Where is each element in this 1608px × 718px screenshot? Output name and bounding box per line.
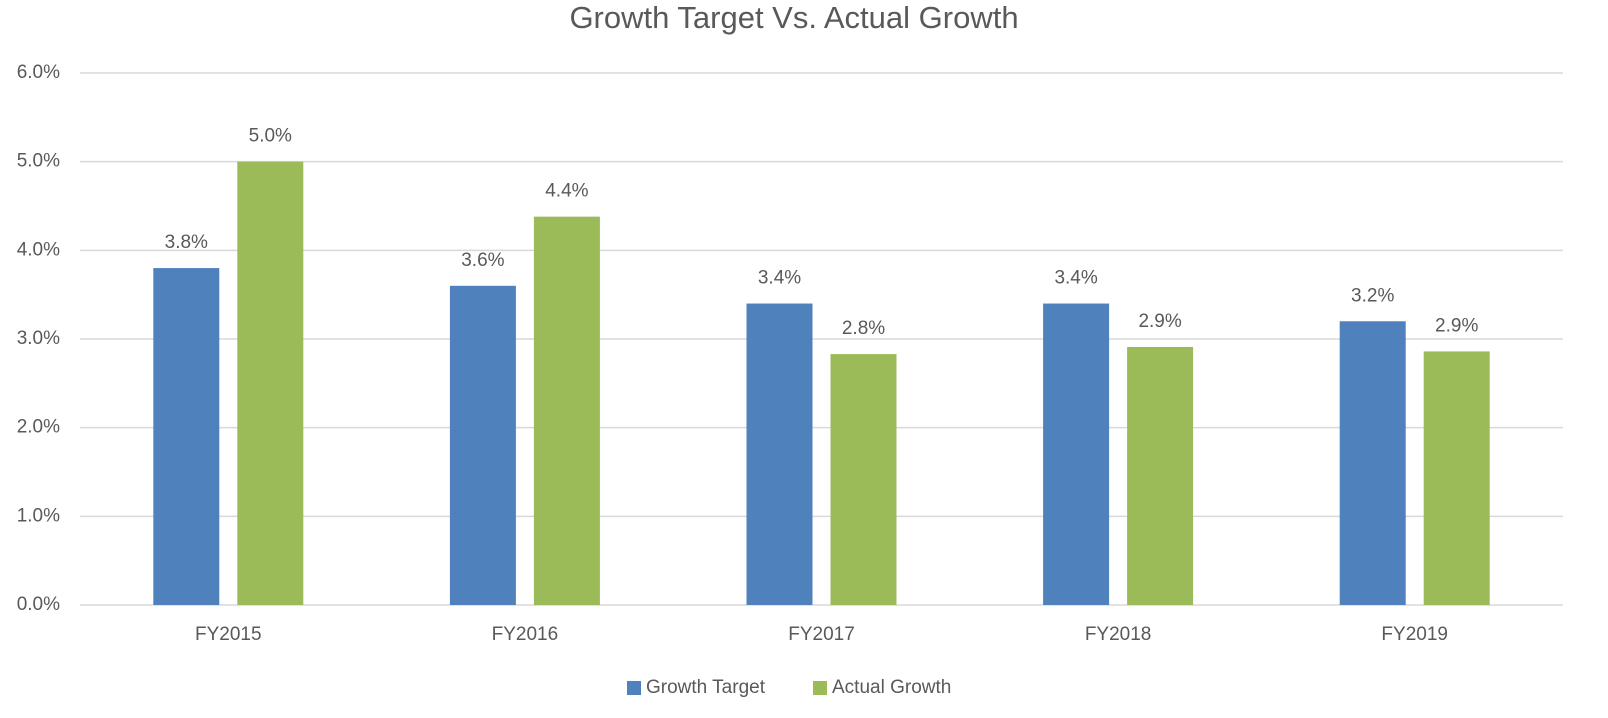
data-label: 3.4% <box>1054 268 1097 289</box>
x-tick-label: FY2018 <box>1085 624 1152 645</box>
data-label: 2.9% <box>1138 311 1181 332</box>
bar <box>1043 303 1110 605</box>
x-tick-label: FY2015 <box>195 624 262 645</box>
bar <box>1339 321 1406 605</box>
x-tick-label: FY2017 <box>788 624 855 645</box>
bar <box>449 285 516 605</box>
bar <box>237 161 304 605</box>
data-label: 3.6% <box>461 250 504 271</box>
data-label: 3.8% <box>165 232 208 253</box>
y-tick-label: 2.0% <box>17 417 60 438</box>
legend-swatch <box>627 681 641 695</box>
y-tick-label: 6.0% <box>17 62 60 83</box>
data-label: 3.4% <box>758 268 801 289</box>
y-tick-label: 4.0% <box>17 239 60 260</box>
bar <box>1127 346 1194 605</box>
bar <box>1423 351 1490 605</box>
legend-label: Actual Growth <box>832 677 951 698</box>
y-tick-label: 5.0% <box>17 151 60 172</box>
legend-swatch <box>813 681 827 695</box>
y-tick-label: 3.0% <box>17 328 60 349</box>
legend-label: Growth Target <box>646 677 766 698</box>
bar <box>746 303 813 605</box>
data-label: 2.9% <box>1435 315 1478 336</box>
y-tick-label: 0.0% <box>17 594 60 615</box>
bar <box>830 354 897 605</box>
data-label: 2.8% <box>842 318 885 339</box>
x-tick-label: FY2019 <box>1381 624 1448 645</box>
data-label: 3.2% <box>1351 285 1394 306</box>
data-label: 4.4% <box>545 181 588 202</box>
bar <box>153 268 220 605</box>
data-label: 5.0% <box>249 126 292 147</box>
x-tick-label: FY2016 <box>492 624 559 645</box>
chart-title: Growth Target Vs. Actual Growth <box>569 0 1018 35</box>
bar <box>533 216 600 605</box>
y-tick-label: 1.0% <box>17 505 60 526</box>
